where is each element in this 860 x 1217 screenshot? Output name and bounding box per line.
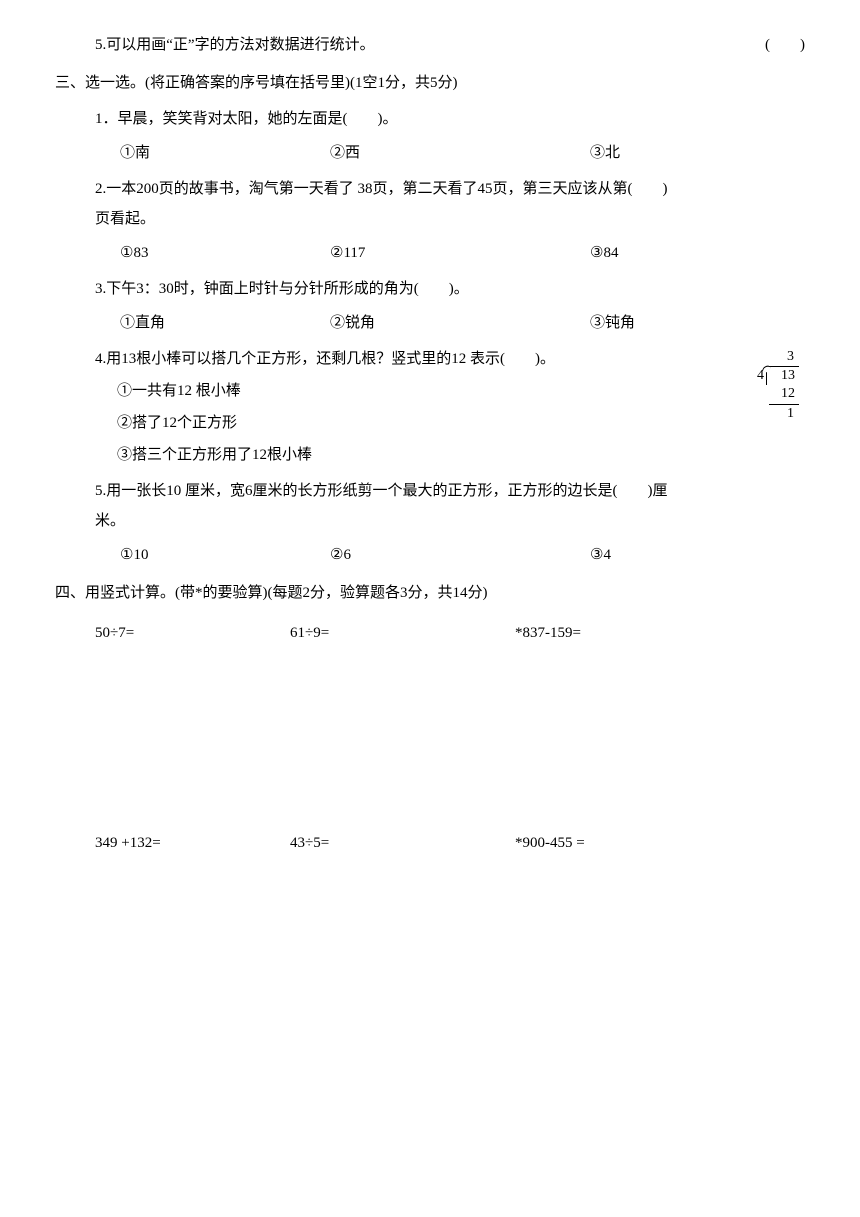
q3-2-opt-c[interactable]: ③84	[590, 238, 618, 268]
tf-text: 5.可以用画“正”字的方法对数据进行统计。	[95, 30, 375, 60]
q3-5-options: ①10 ②6 ③4	[55, 540, 805, 570]
q3-4-stem: 4.用13根小棒可以搭几个正方形，还剩几根？竖式里的12 表示( )。	[55, 344, 805, 374]
calc-row-2: 349 +132= 43÷5= *900-455 =	[55, 828, 805, 858]
tf-blank-paren[interactable]: ( )	[765, 30, 805, 60]
q3-5-stem-line2: 米。	[55, 506, 805, 536]
tf-item-5: 5.可以用画“正”字的方法对数据进行统计。 ( )	[55, 30, 805, 60]
calc-2a: 349 +132=	[95, 828, 290, 858]
ld-sub: 12	[769, 385, 799, 404]
ld-dividend: 13	[766, 367, 799, 385]
q3-3-opt-b[interactable]: ②锐角	[330, 308, 590, 338]
q3-1-opt-a[interactable]: ①南	[120, 138, 330, 168]
q3-5-stem-line1: 5.用一张长10 厘米，宽6厘米的长方形纸剪一个最大的正方形，正方形的边长是( …	[55, 476, 805, 506]
q3-4-sub-a[interactable]: ①一共有12 根小棒	[55, 376, 805, 406]
q3-2-options: ①83 ②117 ③84	[55, 238, 805, 268]
workspace-gap-1	[55, 648, 805, 818]
q3-1-opt-c[interactable]: ③北	[590, 138, 620, 168]
q3-2-opt-a[interactable]: ①83	[120, 238, 330, 268]
ld-remainder: 1	[757, 405, 799, 423]
calc-1a: 50÷7=	[95, 618, 290, 648]
ld-quotient: 3	[769, 348, 799, 367]
q3-3-opt-c[interactable]: ③钝角	[590, 308, 635, 338]
q3-4-sub-b[interactable]: ②搭了12个正方形	[55, 408, 805, 438]
long-division-figure: 3 4 13 12 1	[757, 348, 799, 423]
q3-3-options: ①直角 ②锐角 ③钝角	[55, 308, 805, 338]
section-3-heading: 三、选一选。(将正确答案的序号填在括号里)(1空1分，共5分)	[55, 68, 805, 98]
q3-5-opt-c[interactable]: ③4	[590, 540, 611, 570]
q3-2-opt-b[interactable]: ②117	[330, 238, 590, 268]
q3-3-opt-a[interactable]: ①直角	[120, 308, 330, 338]
q3-4-wrap: 4.用13根小棒可以搭几个正方形，还剩几根？竖式里的12 表示( )。 3 4 …	[55, 344, 805, 470]
q3-2-stem-line2: 页看起。	[55, 204, 805, 234]
q3-2-stem-line1: 2.一本200页的故事书，淘气第一天看了 38页，第二天看了45页，第三天应该从…	[55, 174, 805, 204]
q3-3-stem: 3.下午3：30时，钟面上时针与分针所形成的角为( )。	[55, 274, 805, 304]
q3-5-opt-a[interactable]: ①10	[120, 540, 330, 570]
calc-row-1: 50÷7= 61÷9= *837-159=	[55, 618, 805, 648]
q3-1-stem: 1．早晨，笑笑背对太阳，她的左面是( )。	[55, 104, 805, 134]
q3-1-options: ①南 ②西 ③北	[55, 138, 805, 168]
q3-4-sub-c[interactable]: ③搭三个正方形用了12根小棒	[55, 440, 805, 470]
calc-2c: *900-455 =	[515, 828, 585, 858]
q3-5-opt-b[interactable]: ②6	[330, 540, 590, 570]
calc-1c: *837-159=	[515, 618, 581, 648]
section-4-heading: 四、用竖式计算。(带*的要验算)(每题2分，验算题各3分，共14分)	[55, 578, 805, 608]
calc-1b: 61÷9=	[290, 618, 515, 648]
q3-1-opt-b[interactable]: ②西	[330, 138, 590, 168]
calc-2b: 43÷5=	[290, 828, 515, 858]
